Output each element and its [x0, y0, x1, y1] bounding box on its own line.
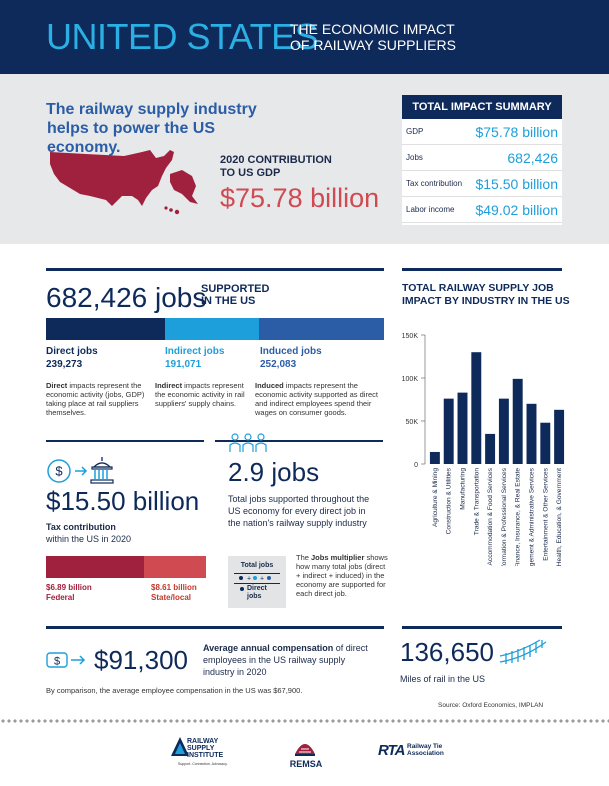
direct-dot-icon	[240, 587, 244, 591]
bar	[512, 378, 523, 464]
total-impact-summary: TOTAL IMPACT SUMMARY GDP $75.78 billion J…	[402, 95, 562, 225]
rsi-triangle-icon	[171, 737, 189, 756]
x-tick-label: Trade & Transportation	[473, 468, 480, 536]
rsi-logo: RAILWAY SUPPLY INSTITUTE Support. Connec…	[170, 734, 240, 774]
svg-text:$: $	[54, 656, 60, 668]
arrow-right-icon	[75, 466, 88, 476]
source-note: Source: Oxford Economics, IMPLAN	[438, 702, 544, 709]
y-tick-label: 100K	[402, 376, 419, 383]
header-banner: UNITED STATES THE ECONOMIC IMPACT OF RAI…	[0, 0, 609, 74]
direct-jobs-value: 239,273	[46, 359, 83, 370]
money-transfer-icon: $	[46, 652, 86, 668]
x-tick-label: Finance, Insurance, & Real Estate	[515, 468, 522, 566]
compensation-note: By comparison, the average employee comp…	[46, 686, 303, 695]
jobs-caption: SUPPORTED IN THE US	[201, 283, 270, 307]
rail-miles-caption: Miles of rail in the US	[400, 674, 486, 684]
federal-tax-bar	[46, 556, 144, 578]
x-tick-label: Information & Professional Services	[501, 467, 508, 566]
divider	[402, 268, 562, 271]
people-group-icon	[229, 433, 267, 452]
svg-text:$: $	[55, 464, 63, 479]
x-tick-label: Health, Education, & Government	[556, 468, 563, 566]
bar	[457, 392, 468, 464]
y-tick-label: 50K	[406, 419, 419, 426]
indirect-jobs-title: Indirect jobs	[165, 346, 225, 357]
usa-map-icon	[50, 150, 198, 215]
bar	[554, 409, 565, 464]
summary-title: TOTAL IMPACT SUMMARY	[402, 95, 562, 119]
tax-value: $15.50 billion	[46, 486, 200, 516]
bar	[498, 398, 509, 464]
indirect-jobs-value: 191,071	[165, 359, 202, 370]
indirect-jobs-desc: Indirect impacts represent the economic …	[155, 381, 245, 408]
svg-text:+: +	[260, 576, 264, 583]
jobs-multiplier-desc: Total jobs supported throughout the US e…	[228, 494, 370, 528]
direct-jobs-title: Direct jobs	[46, 346, 98, 357]
summary-row: Tax contribution $15.50 billion	[402, 171, 562, 197]
divider	[402, 626, 562, 629]
rta-logo: RTA Railway Tie Association	[378, 742, 444, 759]
induced-jobs-bar	[259, 318, 384, 340]
multiplier-dots-icon: + +	[239, 576, 271, 583]
intro-heading: The railway supply industry helps to pow…	[46, 101, 257, 156]
jobs-total: 682,426 jobs	[46, 282, 207, 313]
dotted-divider	[0, 717, 609, 725]
dollar-coin-icon: $	[47, 459, 71, 483]
summary-row: Jobs 682,426	[402, 145, 562, 171]
compensation-value: $91,300	[94, 645, 188, 675]
divider	[46, 440, 204, 442]
x-tick-label: Management & Administrative Services	[529, 467, 536, 566]
remsa-logo: REMSA	[282, 738, 330, 774]
jobs-multiplier-diagram: Total jobs + + Direct jobs	[228, 556, 286, 608]
tax-caption: Tax contribution within the US in 2020	[46, 522, 132, 544]
job-impact-bar-chart: 0 50K 100K 150K Agriculture & Mining Construc…	[402, 333, 565, 566]
federal-tax: $6.89 billion Federal	[46, 583, 92, 602]
divider	[46, 268, 384, 271]
bar	[443, 398, 454, 464]
jobs-multiplier-value: 2.9 jobs	[228, 457, 320, 487]
x-tick-label: Construction & Utilities	[446, 467, 453, 534]
page-title: UNITED STATES	[46, 16, 319, 57]
x-tick-label: Agriculture & Mining	[432, 468, 439, 527]
chart-title: TOTAL RAILWAY SUPPLY JOB IMPACT BY INDUS…	[402, 282, 570, 307]
x-tick-label: Manufacturing	[460, 468, 467, 510]
gdp-caption: 2020 CONTRIBUTION TO US GDP	[220, 154, 332, 179]
divider	[46, 626, 384, 629]
remsa-emblem-icon	[295, 744, 315, 756]
induced-jobs-value: 252,083	[260, 359, 297, 370]
jobs-multiplier-note: The Jobs multiplier shows how many total…	[296, 553, 388, 598]
direct-jobs-bar	[46, 318, 165, 340]
x-tick-label: Accommodation & Food Services	[487, 467, 494, 565]
summary-row: Labor income $49.02 billion	[402, 197, 562, 223]
svg-text:+: +	[247, 576, 251, 583]
indirect-jobs-bar	[164, 318, 260, 340]
bar	[485, 433, 496, 464]
y-tick-label: 0	[414, 462, 418, 469]
government-building-icon	[90, 457, 114, 484]
y-tick-label: 150K	[402, 333, 419, 340]
bar	[471, 352, 482, 464]
rail-miles-value: 136,650	[400, 637, 494, 667]
x-tick-label: Entertainment & Other Services	[542, 467, 549, 560]
induced-jobs-desc: Induced impacts represent the economic a…	[255, 381, 378, 417]
bar	[526, 403, 537, 464]
gdp-value: $75.78 billion	[220, 183, 380, 213]
induced-jobs-title: Induced jobs	[260, 346, 322, 357]
railroad-track-icon	[499, 639, 547, 664]
bar	[540, 422, 551, 464]
state-tax: $8.61 billion State/local	[151, 583, 197, 602]
bar	[429, 451, 440, 464]
divider	[215, 440, 383, 442]
compensation-desc: Average annual compensation of direct em…	[203, 643, 368, 677]
summary-row: GDP $75.78 billion	[402, 119, 562, 145]
state-tax-bar	[144, 556, 206, 578]
direct-jobs-desc: Direct impacts represent the economic ac…	[46, 381, 145, 417]
page-subtitle: THE ECONOMIC IMPACT OF RAILWAY SUPPLIERS	[290, 21, 456, 53]
